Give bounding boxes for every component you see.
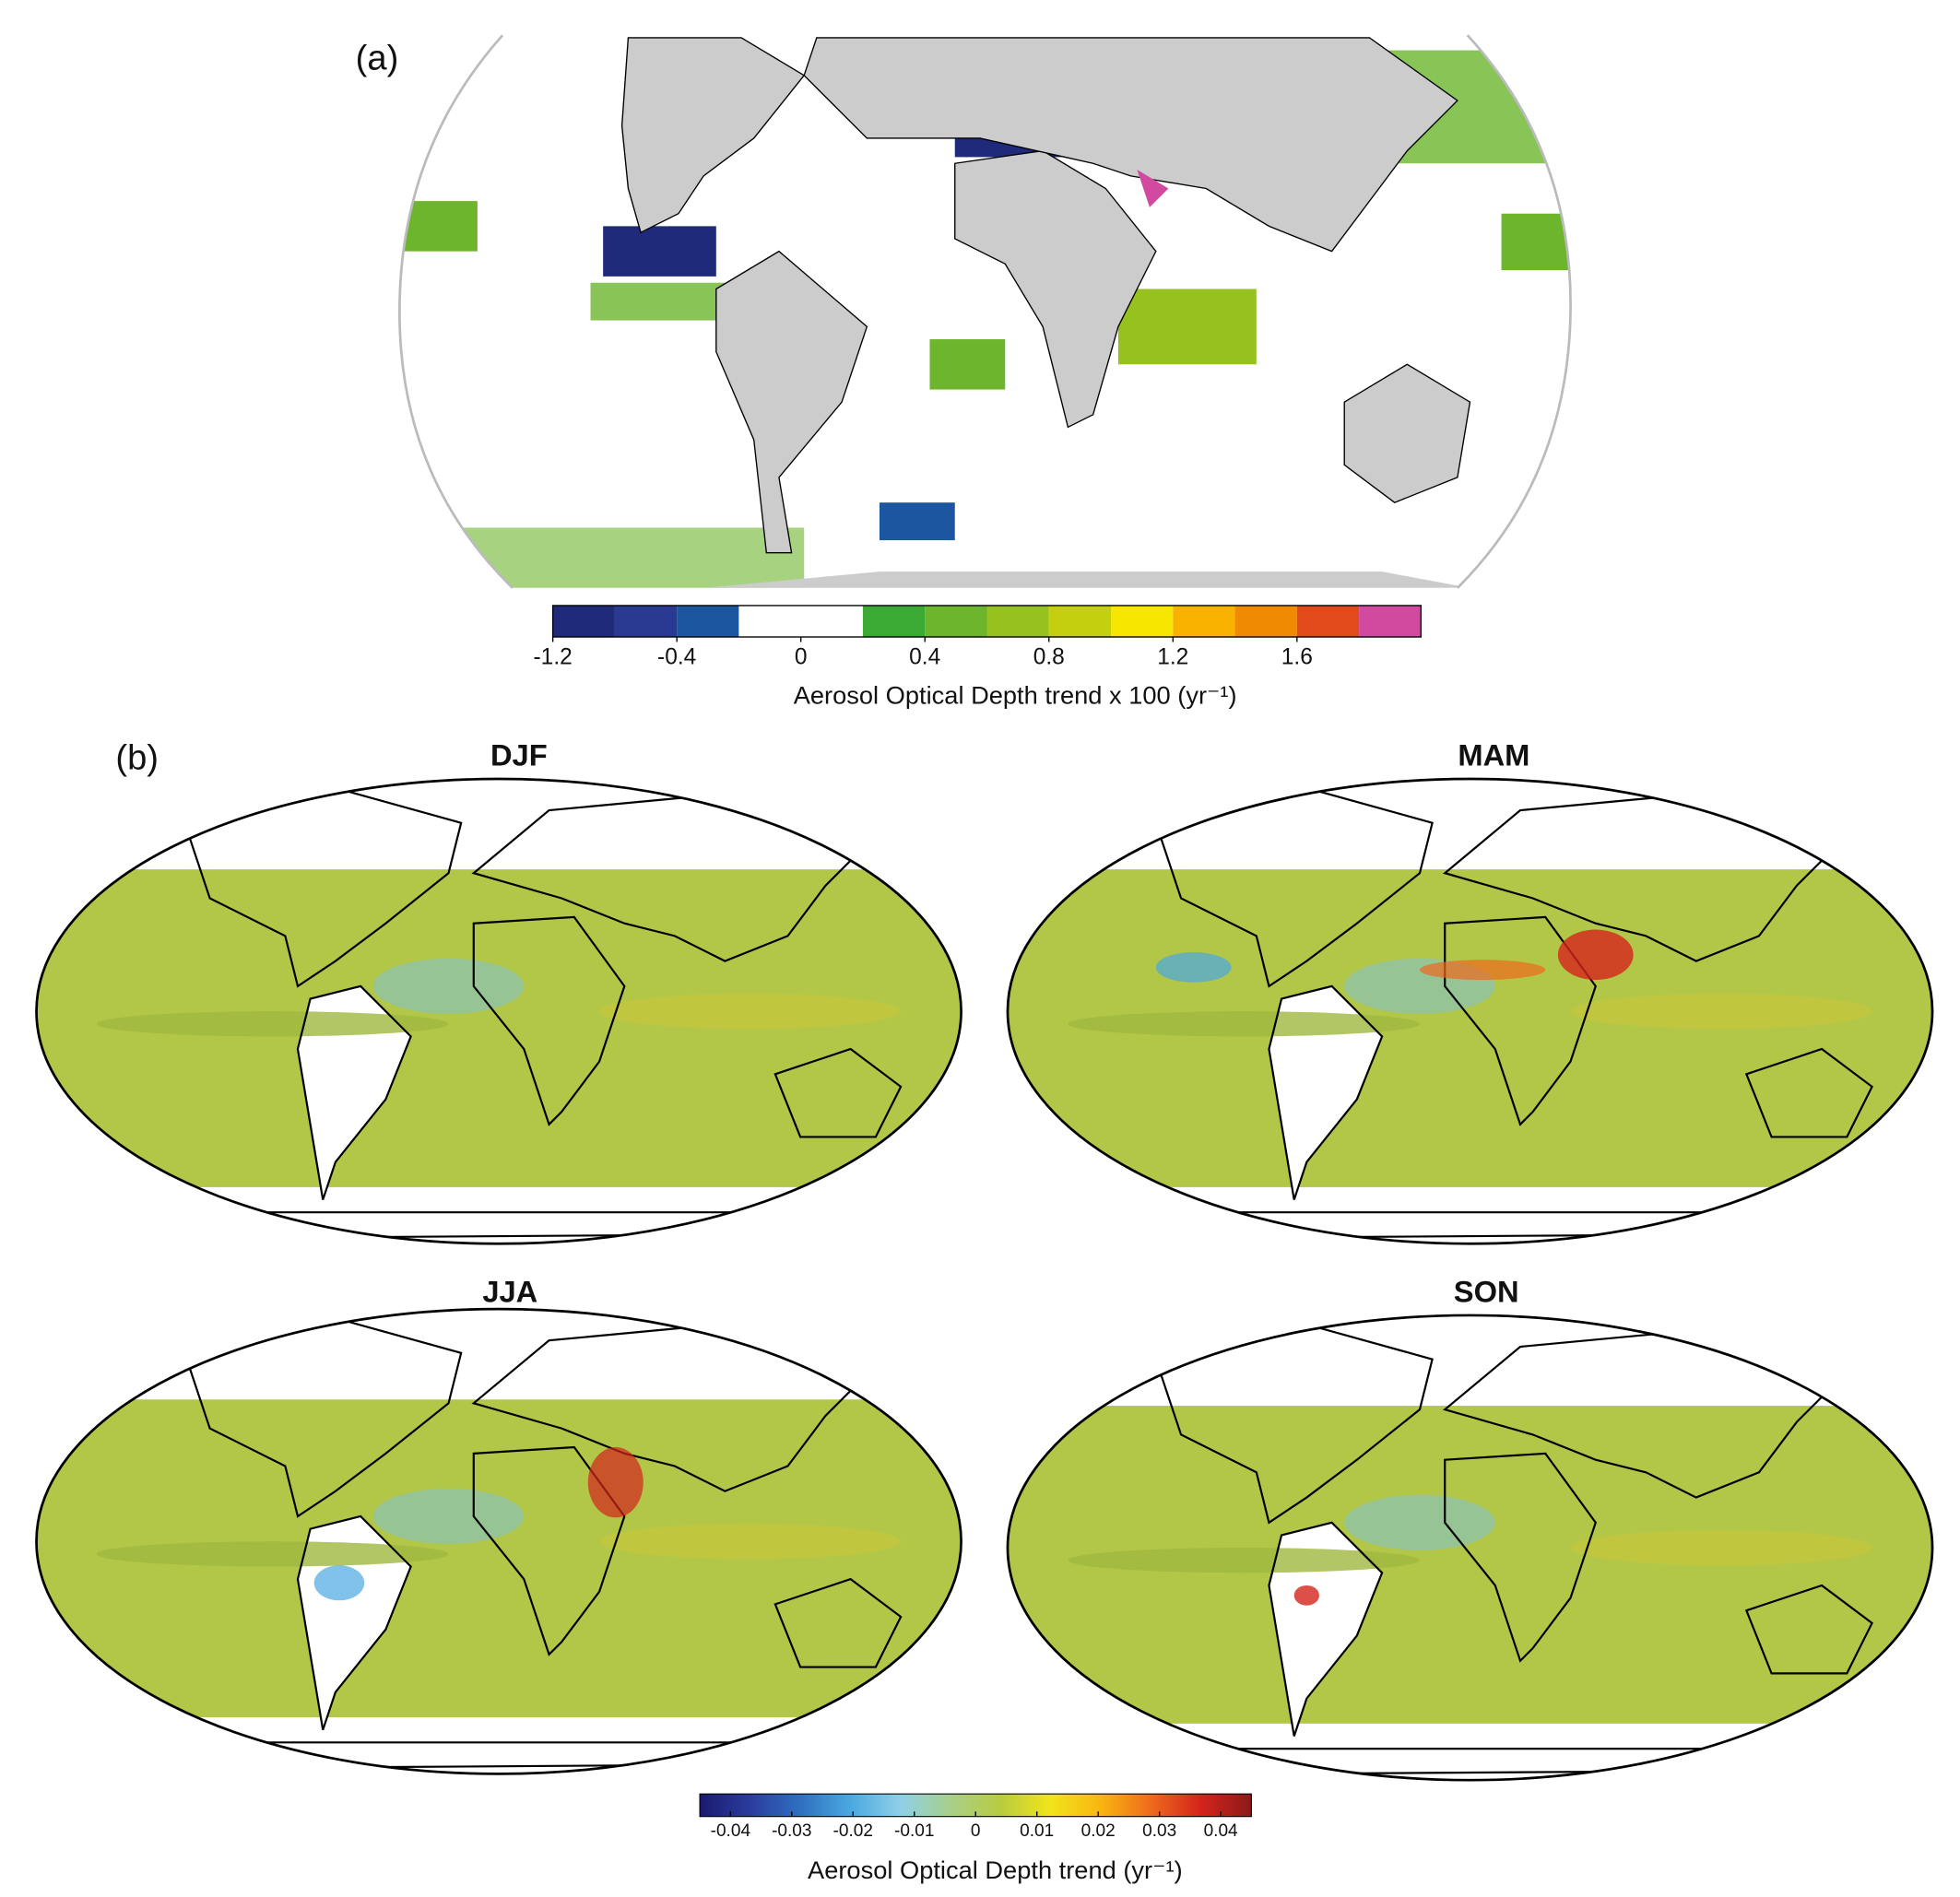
tick-label: 1.6 bbox=[1281, 645, 1313, 670]
tick-label: 0 bbox=[971, 1821, 981, 1841]
map-title: SON bbox=[1454, 1274, 1519, 1308]
tick-label: 1.2 bbox=[1157, 645, 1188, 670]
tick-label: -0.04 bbox=[711, 1821, 751, 1841]
colorbar-bin bbox=[1359, 605, 1422, 638]
colorbar-bin bbox=[925, 605, 987, 638]
colorbar-bin bbox=[1234, 605, 1297, 638]
colorbar-bin bbox=[986, 605, 1049, 638]
colorbar-label: Aerosol Optical Depth trend x 100 (yr⁻¹) bbox=[794, 681, 1237, 710]
colorbar-bin bbox=[614, 605, 678, 638]
tick-label: -1.2 bbox=[534, 645, 573, 670]
tick-label: -0.01 bbox=[894, 1821, 934, 1841]
map-jja bbox=[37, 1309, 962, 1793]
tick-label: 0.4 bbox=[909, 645, 940, 670]
colorbar-bin bbox=[1048, 605, 1112, 638]
tick-label: -0.02 bbox=[833, 1821, 873, 1841]
tick-label: 0.02 bbox=[1081, 1821, 1116, 1841]
panel-label: (b) bbox=[115, 738, 159, 778]
colorbar-a: -1.2 -0.4 0 0.4 0.8 1.2 1.6 bbox=[534, 605, 1423, 670]
colorbar-bin bbox=[1111, 605, 1174, 638]
colorbar-bin bbox=[1296, 605, 1360, 638]
colorbar-bin bbox=[677, 605, 739, 638]
map-a bbox=[399, 35, 1571, 588]
colorbar-label: Aerosol Optical Depth trend (yr⁻¹) bbox=[808, 1856, 1183, 1884]
panel-label: (a) bbox=[356, 39, 399, 78]
tick-label: 0.01 bbox=[1020, 1821, 1054, 1841]
colorbar-bin bbox=[552, 605, 615, 638]
tick-label: 0.03 bbox=[1142, 1821, 1176, 1841]
map-djf bbox=[37, 779, 962, 1263]
tick-label: -0.03 bbox=[772, 1821, 811, 1841]
map-title: MAM bbox=[1458, 737, 1529, 772]
colorbar-bin bbox=[862, 605, 926, 638]
colorbar-b: -0.04 -0.03 -0.02 -0.01 0 0.01 0.02 0.03 0.04 bbox=[699, 1793, 1252, 1841]
map-title: DJF bbox=[490, 737, 548, 772]
colorbar-bin bbox=[738, 605, 801, 638]
tick-label: 0.04 bbox=[1204, 1821, 1238, 1841]
map-title: JJA bbox=[482, 1274, 537, 1308]
colorbar-bin bbox=[1173, 605, 1235, 638]
colorbar-frame bbox=[551, 605, 1423, 638]
tick-label: -0.4 bbox=[657, 645, 696, 670]
colorbar-bin bbox=[800, 605, 863, 638]
map-son bbox=[1008, 1315, 1932, 1799]
map-mam bbox=[1008, 779, 1932, 1263]
tick-label: 0.8 bbox=[1033, 645, 1065, 670]
tick-label: 0 bbox=[795, 645, 808, 670]
